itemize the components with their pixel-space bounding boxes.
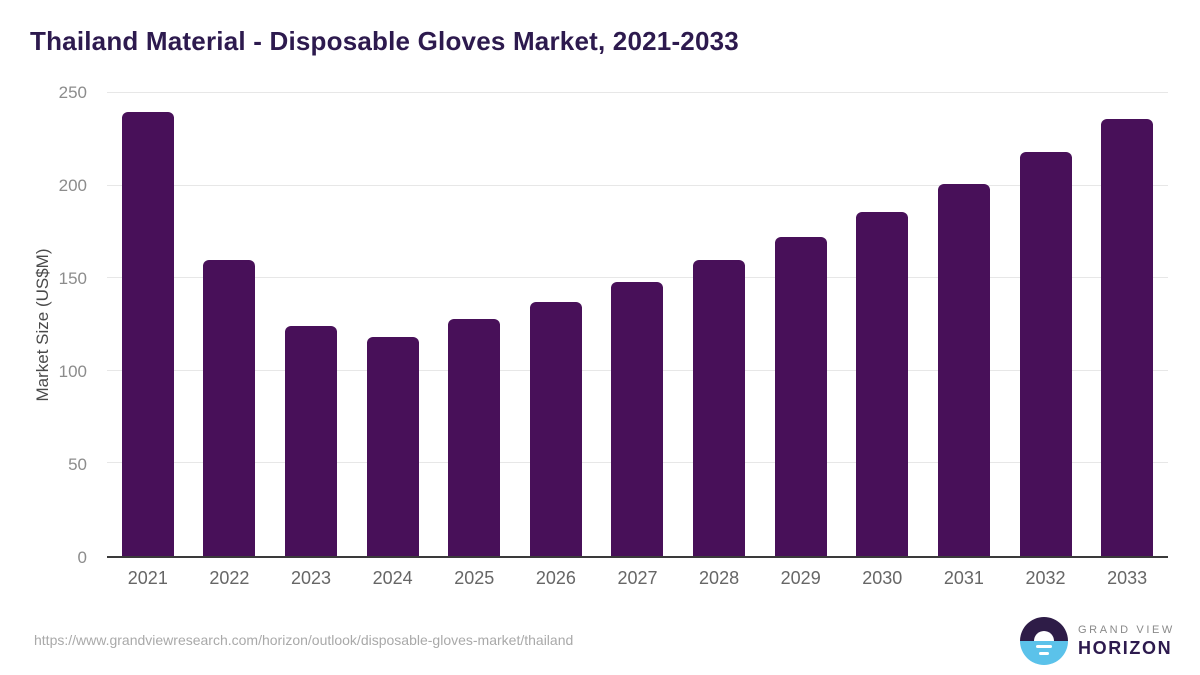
x-tick-label-2021: 2021 (127, 568, 168, 588)
y-tick-label-200: 200 (58, 176, 87, 195)
bar-2029 (774, 237, 827, 556)
chart-title: Thailand Material - Disposable Gloves Ma… (30, 26, 739, 56)
x-tick-label-2027: 2027 (617, 568, 658, 588)
bar-2026 (529, 302, 582, 556)
bar-2022 (203, 259, 256, 556)
bar-slot-2021 (107, 93, 189, 556)
x-tick-label-2029: 2029 (780, 568, 821, 588)
horizon-sun-icon (1020, 617, 1068, 665)
y-tick-label-150: 150 (58, 269, 87, 288)
y-tick-label-0: 0 (77, 548, 87, 567)
x-tick-label-2026: 2026 (535, 568, 576, 588)
bar-slot-2026 (515, 93, 597, 556)
bar-slot-2022 (189, 93, 271, 556)
bar-2030 (856, 211, 909, 556)
gridline-150 (107, 277, 1168, 279)
y-axis-tick-labels: 0 50 100 150 200 250 (0, 83, 97, 567)
y-tick-label-100: 100 (58, 362, 87, 381)
bars-row (107, 93, 1168, 556)
gridline-200 (107, 184, 1168, 186)
x-axis-tick-labels: 2021 2022 2023 2024 2025 2026 2027 2028 2029 2030… (107, 568, 1168, 589)
x-tick-label-2033: 2033 (1107, 568, 1148, 588)
x-tick-label-2030: 2030 (862, 568, 903, 588)
x-tick-label-2032: 2032 (1025, 568, 1066, 588)
plot-area (107, 92, 1168, 558)
source-url: https://www.grandviewresearch.com/horizo… (34, 632, 574, 648)
bar-slot-2023 (270, 93, 352, 556)
bar-2021 (121, 111, 174, 556)
bar-2031 (937, 183, 990, 556)
logo-text-horizon: HORIZON (1078, 637, 1173, 658)
bar-2033 (1101, 118, 1154, 556)
bar-2024 (366, 337, 419, 556)
logo-reflection-line-2 (1039, 652, 1049, 655)
x-tick-label-2023: 2023 (291, 568, 332, 588)
x-tick-label-2031: 2031 (943, 568, 984, 588)
x-tick-label-2024: 2024 (372, 568, 413, 588)
bar-slot-2028 (678, 93, 760, 556)
bar-slot-2027 (597, 93, 679, 556)
x-tick-label-2028: 2028 (699, 568, 740, 588)
logo-reflection-line-1 (1036, 645, 1052, 648)
grand-view-horizon-logo: GRAND VIEW HORIZON (1020, 617, 1175, 665)
bar-2032 (1019, 152, 1072, 556)
bar-slot-2025 (433, 93, 515, 556)
bar-slot-2032 (1005, 93, 1087, 556)
y-tick-label-250: 250 (58, 83, 87, 102)
gridline-250 (107, 92, 1168, 93)
bar-2023 (285, 326, 338, 556)
bar-slot-2033 (1086, 93, 1168, 556)
x-tick-label-2025: 2025 (454, 568, 495, 588)
logo-text-grand-view: GRAND VIEW (1078, 623, 1175, 636)
bar-slot-2030 (841, 93, 923, 556)
bar-2027 (611, 281, 664, 556)
bar-2028 (693, 259, 746, 556)
bar-slot-2029 (760, 93, 842, 556)
bar-2025 (448, 318, 501, 556)
logo-text: GRAND VIEW HORIZON (1078, 624, 1175, 659)
logo-sun-dome (1034, 631, 1054, 641)
y-tick-label-50: 50 (68, 455, 87, 474)
x-tick-label-2022: 2022 (209, 568, 250, 588)
bar-slot-2031 (923, 93, 1005, 556)
bar-slot-2024 (352, 93, 434, 556)
